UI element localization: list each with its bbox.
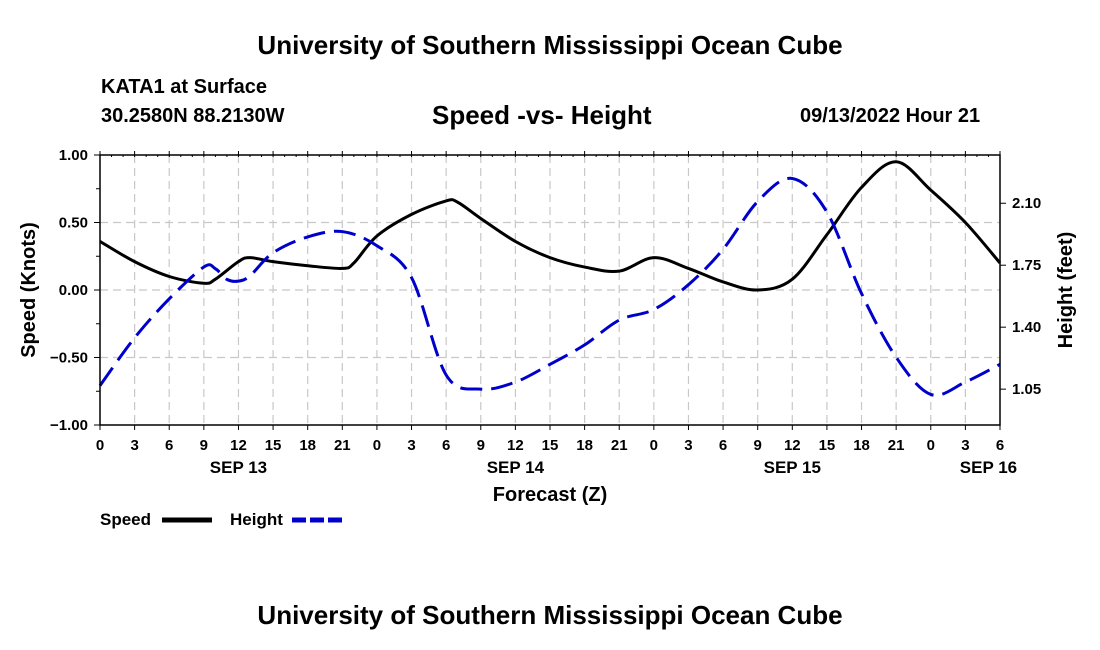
x-tick-label: 3 <box>961 437 969 454</box>
page-title: University of Southern Mississippi Ocean… <box>257 30 843 60</box>
tick-layer: 0 3 6 9 12 15 18 21 0 3 6 9 12 15 18 21 0 3 6 9 12 15 18 21 0 3 6 1… <box>50 147 1041 477</box>
x-tick-label: 12 <box>784 437 801 454</box>
grid-layer <box>100 155 1000 425</box>
x-tick-label: 3 <box>407 437 415 454</box>
x-tick-label: 9 <box>754 437 762 454</box>
date-label: SEP 14 <box>487 458 545 477</box>
x-tick-label: 18 <box>299 437 316 454</box>
x-tick-label: 6 <box>996 437 1004 454</box>
x-tick-label: 15 <box>265 437 282 454</box>
x-tick-label: 21 <box>611 437 628 454</box>
x-tick-label: 6 <box>165 437 173 454</box>
date-label: SEP 16 <box>960 458 1017 477</box>
x-tick-label: 3 <box>684 437 692 454</box>
x-tick-label: 0 <box>650 437 658 454</box>
x-tick-label: 0 <box>373 437 381 454</box>
series-line-height <box>98 176 1001 397</box>
series-line-speed <box>99 160 1002 292</box>
y2-tick-label: 1.75 <box>1012 257 1041 274</box>
y2-tick-label: 1.05 <box>1012 381 1041 398</box>
x-tick-label: 18 <box>576 437 593 454</box>
y-tick-label: −1.00 <box>50 417 88 434</box>
forecast-datetime: 09/13/2022 Hour 21 <box>800 105 981 127</box>
x-tick-label: 21 <box>334 437 351 454</box>
legend-height-label: Height <box>230 510 283 529</box>
date-label: SEP 15 <box>764 458 821 477</box>
x-tick-label: 21 <box>888 437 905 454</box>
x-tick-label: 15 <box>819 437 836 454</box>
legend-speed-label: Speed <box>100 510 151 529</box>
y2-axis-label: Height (feet) <box>1055 232 1077 349</box>
y-tick-label: −0.50 <box>50 350 88 367</box>
x-tick-label: 9 <box>477 437 485 454</box>
x-tick-label: 6 <box>442 437 450 454</box>
y-tick-label: 0.50 <box>59 215 88 232</box>
x-tick-label: 3 <box>130 437 138 454</box>
x-tick-label: 0 <box>927 437 935 454</box>
y2-tick-label: 2.10 <box>1012 195 1041 212</box>
y-tick-label: 0.00 <box>59 282 88 299</box>
x-tick-label: 18 <box>853 437 870 454</box>
y2-tick-label: 1.40 <box>1012 319 1041 336</box>
chart-title: Speed -vs- Height <box>432 100 652 130</box>
station-name: KATA1 at Surface <box>101 76 267 98</box>
y-tick-label: 1.00 <box>59 147 88 164</box>
x-axis-label: Forecast (Z) <box>493 484 607 506</box>
footer-title: University of Southern Mississippi Ocean… <box>257 600 843 630</box>
x-tick-label: 0 <box>96 437 104 454</box>
x-tick-label: 12 <box>507 437 524 454</box>
date-label: SEP 13 <box>210 458 267 477</box>
y-axis-label: Speed (Knots) <box>18 222 40 358</box>
station-coordinates: 30.2580N 88.2130W <box>101 105 285 127</box>
x-tick-label: 9 <box>200 437 208 454</box>
series-layer <box>98 160 1002 397</box>
x-tick-label: 12 <box>230 437 247 454</box>
x-tick-label: 6 <box>719 437 727 454</box>
legend: Speed Height <box>100 510 342 529</box>
x-tick-label: 15 <box>542 437 559 454</box>
